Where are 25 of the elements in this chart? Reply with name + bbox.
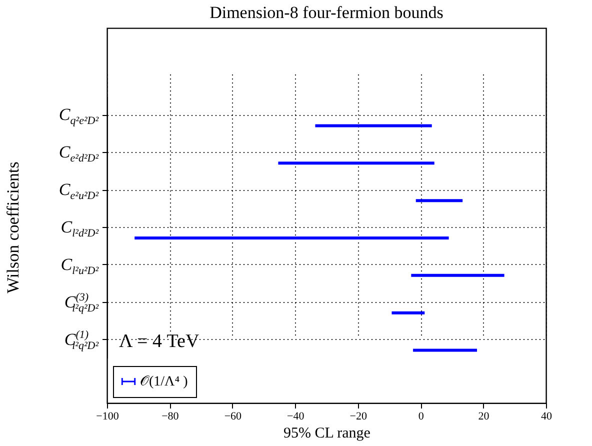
y-axis-title: Wilson coefficients [4, 162, 23, 294]
bar [392, 311, 425, 314]
bar [411, 274, 504, 277]
bar [134, 236, 449, 240]
y-tick-label: C$_{q²e²D²}$ [58, 105, 100, 128]
x-axis-title: 95% CL range [284, 426, 371, 442]
x-tick-label: −80 [162, 410, 180, 422]
annotation: Λ = 4 TeV [119, 331, 200, 352]
x-tick-label: 0 [418, 410, 424, 422]
y-tick-label: C$_{e²d²D²}$ [58, 142, 100, 164]
x-tick-label: 20 [478, 410, 490, 422]
x-tick-label: 40 [541, 410, 552, 422]
legend-label: 𝒪(1/Λ⁴ ) [140, 374, 188, 390]
y-tick-label: C$_{e²u²D²}$ [58, 180, 100, 202]
bar [278, 162, 434, 165]
x-tick-label: −40 [287, 410, 305, 422]
bar [416, 199, 463, 202]
x-tick-label: −60 [224, 410, 242, 422]
bar [413, 348, 478, 352]
x-tick-label: −20 [350, 410, 368, 422]
y-tick-label: C$_{l²u²D²}$ [60, 254, 100, 277]
chart-title: Dimension-8 four-fermion bounds [210, 3, 444, 22]
y-tick-label: C$_{l²d²D²}$ [60, 218, 100, 240]
x-tick-label: −100 [96, 410, 120, 422]
bar [315, 124, 432, 128]
